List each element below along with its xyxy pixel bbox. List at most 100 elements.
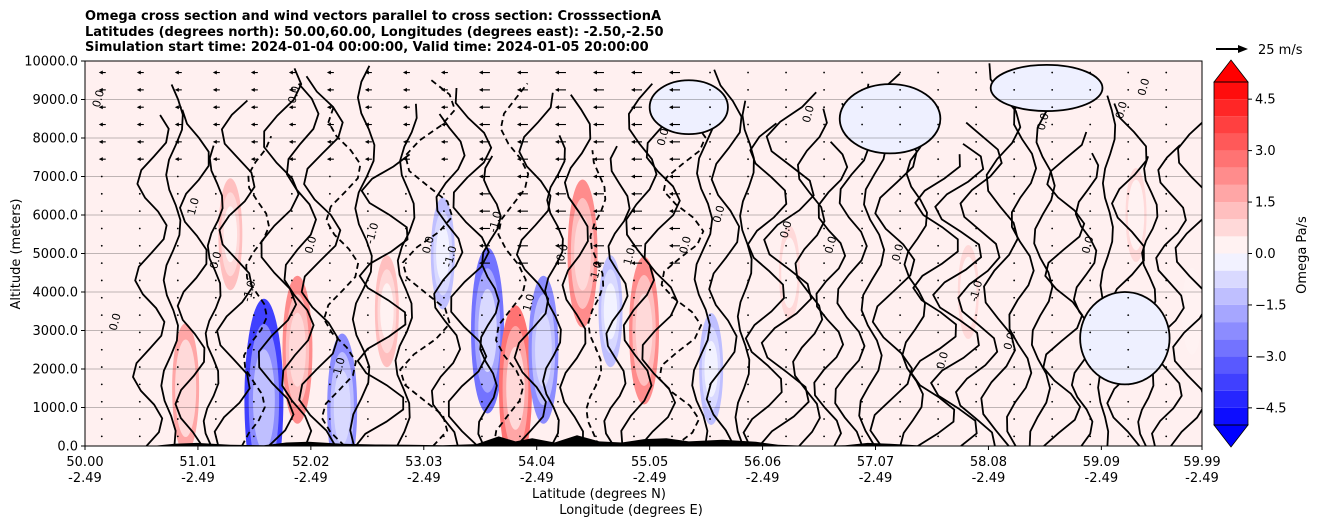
colorbar-label: Omega Pa/s [1295, 216, 1310, 294]
wind-vector-635 [1089, 71, 1092, 74]
omega-region-10-level-2 [574, 216, 591, 291]
wind-vector-49 [861, 418, 863, 420]
wind-vector-528 [326, 122, 334, 127]
y-axis-ticks: 0.0 1000.0 2000.0 3000.0 4000.0 5000.0 6000.0 7… [24, 55, 85, 455]
contour-line-39 [954, 121, 1003, 446]
contour-line-12 [394, 103, 418, 446]
wind-vector-462 [1127, 175, 1130, 178]
wind-vector-439 [252, 175, 255, 178]
wind-vector-369 [899, 227, 902, 230]
chart-title-line-1: Omega cross section and wind vectors par… [85, 9, 662, 24]
contour-label-20: 0.0 [934, 350, 951, 370]
wind-vector-151 [328, 348, 331, 351]
wind-vector-380 [214, 210, 217, 213]
colorbar-extend-top [1213, 59, 1249, 83]
wind-vector-44 [671, 418, 673, 420]
wind-vector-145 [100, 348, 103, 351]
wind-vector-466 [174, 157, 182, 162]
omega-region-0-level-2 [178, 355, 194, 421]
x-tick-label-lat-1: 51.01 [179, 455, 216, 470]
wind-vector-570 [823, 106, 825, 109]
wind-vector-427 [899, 192, 902, 195]
wind-vector-438 [214, 175, 217, 178]
contour-label-2: 1.0 [185, 196, 202, 216]
wind-vector-511 [785, 140, 787, 143]
wind-vector-622 [592, 70, 604, 75]
wind-vector-100 [595, 383, 597, 386]
wind-vector-407 [138, 192, 141, 195]
wind-vector-42 [595, 418, 597, 420]
wind-vector-385 [404, 210, 407, 213]
wind-vector-505 [554, 139, 566, 144]
wind-vector-97 [481, 383, 483, 386]
wind-vector-500 [364, 139, 372, 144]
wind-vector-331 [554, 243, 566, 248]
wind-vector-82 [1013, 400, 1016, 403]
wind-vector-392 [669, 209, 681, 214]
wind-vector-231 [1165, 314, 1168, 316]
wind-vector-319 [100, 244, 103, 247]
wind-vector-456 [899, 175, 902, 178]
wind-vector-103 [709, 383, 711, 386]
wind-vector-589 [440, 87, 448, 92]
contour-line-30 [758, 91, 817, 446]
wind-vector-465 [136, 157, 144, 162]
wind-vector-596 [709, 88, 711, 91]
wind-vector-565 [630, 105, 642, 110]
wind-vector-631 [937, 71, 940, 74]
wind-vector-590 [478, 87, 490, 92]
colorbar-level-11 [1214, 219, 1248, 237]
wind-vector-236 [252, 296, 255, 299]
wind-vector-33 [252, 418, 255, 420]
x-tick-label-lat-8: 58.08 [970, 455, 1007, 470]
wind-vector-17 [747, 435, 749, 438]
wind-vector-463 [1165, 175, 1168, 178]
wind-vector-142 [1089, 366, 1092, 368]
wind-vector-452 [747, 175, 749, 178]
wind-vector-251 [823, 296, 825, 299]
wind-vector-608 [1165, 88, 1168, 91]
y-tick-label-3: 3000.0 [33, 324, 79, 339]
wind-vector-11 [519, 435, 521, 438]
y-tick-label-4: 4000.0 [33, 286, 79, 301]
wind-vector-229 [1089, 314, 1092, 316]
contour-label-19: 0.0 [889, 242, 906, 262]
wind-vector-541 [823, 123, 825, 126]
wind-vector-584 [250, 87, 258, 92]
wind-vector-287 [1089, 279, 1092, 282]
colorbar-tick-label-5: −3.0 [1255, 350, 1287, 365]
wind-vector-98 [519, 383, 521, 386]
wind-vector-365 [747, 227, 749, 230]
colorbar-level-16 [1214, 133, 1248, 151]
wind-vector-434 [1165, 192, 1168, 195]
wind-vector-51 [937, 418, 940, 420]
contour-line-5 [241, 135, 273, 446]
wind-vector-47 [785, 418, 787, 420]
wind-vector-415 [443, 192, 445, 195]
wind-vector-316 [1089, 262, 1092, 265]
wind-vector-41 [557, 418, 559, 420]
closed-contour-2 [648, 79, 729, 136]
wind-vector-14 [633, 435, 635, 438]
wind-vector-445 [478, 174, 490, 179]
wind-vector-573 [937, 106, 940, 109]
wind-vector-32 [214, 418, 217, 420]
wind-vector-315 [1051, 262, 1054, 265]
wind-vector-440 [290, 175, 293, 178]
wind-vector-209 [328, 314, 331, 316]
wind-vector-227 [1013, 314, 1016, 316]
wind-vector-507 [630, 139, 642, 144]
wind-vector-568 [747, 106, 749, 109]
contour-line-7 [281, 83, 320, 446]
wind-vector-87 [100, 383, 103, 386]
wind-vector-182 [404, 331, 407, 334]
vector-scale-arrow [1216, 45, 1248, 53]
wind-vector-517 [1013, 140, 1016, 143]
wind-vector-249 [747, 296, 749, 299]
wind-vector-458 [975, 175, 978, 178]
colorbar-level-2 [1214, 373, 1248, 391]
colorbar-level-19 [1214, 82, 1248, 100]
omega-contours [132, 63, 1202, 446]
wind-vector-430 [1013, 192, 1016, 195]
contour-line-45 [1097, 95, 1117, 446]
